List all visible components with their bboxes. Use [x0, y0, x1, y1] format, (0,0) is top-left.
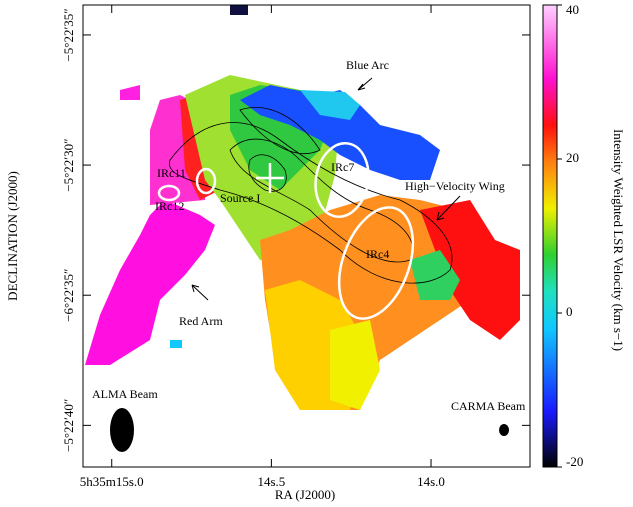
- y-tick-label: −6°22′35″: [61, 269, 76, 322]
- y-tick-label: −5°22′40″: [61, 399, 76, 452]
- arrows: [191, 77, 461, 301]
- colorbar-tick-label: -20: [566, 454, 583, 469]
- velocity-map: [85, 5, 520, 452]
- annotation: CARMA Beam: [451, 399, 526, 413]
- annotation: IRc7: [331, 160, 354, 174]
- annotation: IRc4: [366, 247, 389, 261]
- annotation: IRc11: [157, 166, 186, 180]
- annotation: Blue Arc: [346, 58, 389, 72]
- colorbar-tick-label: 20: [566, 150, 579, 165]
- annotation: High−Velocity Wing: [405, 179, 505, 193]
- x-axis-title: RA (J2000): [275, 487, 335, 502]
- annotation: ALMA Beam: [92, 387, 158, 401]
- annotation: Red Arm: [179, 314, 223, 328]
- colorbar-title: Intensity Weighted LSR Velocity (km s−1): [611, 129, 626, 351]
- colorbar: [542, 4, 558, 468]
- x-tick-label: 14s.5: [257, 474, 285, 489]
- annotation: IRc12: [155, 199, 184, 213]
- y-axis-title: DECLINATION (J2000): [5, 171, 20, 301]
- x-tick-label: 14s.0: [417, 474, 445, 489]
- annotation: Source I: [220, 191, 260, 205]
- y-tick-label: −5°22′35″: [61, 8, 76, 61]
- y-tick-label: −5°22′30″: [61, 138, 76, 191]
- colorbar-tick-label: 40: [566, 2, 579, 17]
- x-tick-label: 5h35m15s.0: [80, 474, 144, 489]
- colorbar-tick-label: 0: [566, 304, 573, 319]
